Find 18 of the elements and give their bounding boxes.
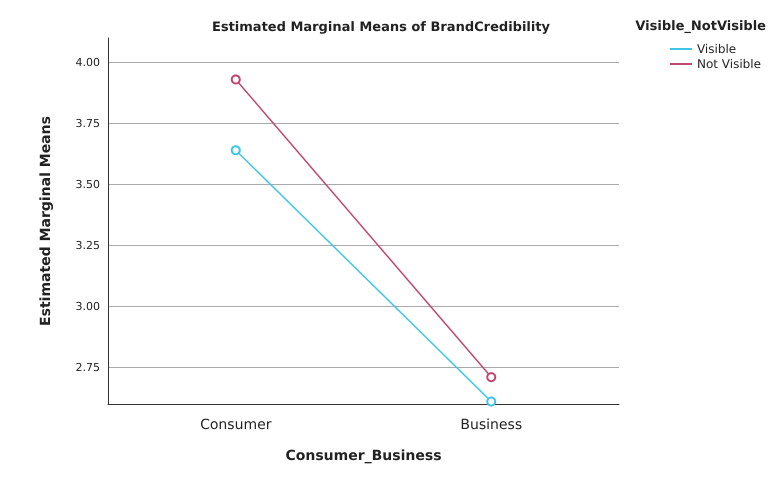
point — [230, 145, 241, 156]
y-tick-label: 3.50 — [76, 178, 100, 191]
legend-label: Not Visible — [696, 57, 762, 71]
point — [486, 372, 496, 382]
chart-title: Estimated Marginal Means of BrandCredibility — [212, 20, 551, 35]
legend-label: Visible — [696, 42, 736, 56]
x-tick-label: Consumer — [200, 417, 272, 433]
x-axis-title: Consumer_Business — [285, 448, 442, 464]
y-tick-label: 4.00 — [76, 56, 100, 69]
y-tick-label: 3.00 — [76, 300, 100, 313]
x-tick-label: Business — [460, 417, 522, 433]
point — [486, 396, 496, 407]
y-tick-label: 2.75 — [76, 360, 100, 374]
legend-title: Visible_NotVisible — [635, 19, 766, 34]
y-tick-label: 3.75 — [76, 116, 100, 130]
y-axis-title: Estimated Marginal Means — [38, 116, 54, 326]
y-tick-label: 3.25 — [76, 238, 100, 252]
point — [230, 74, 241, 84]
